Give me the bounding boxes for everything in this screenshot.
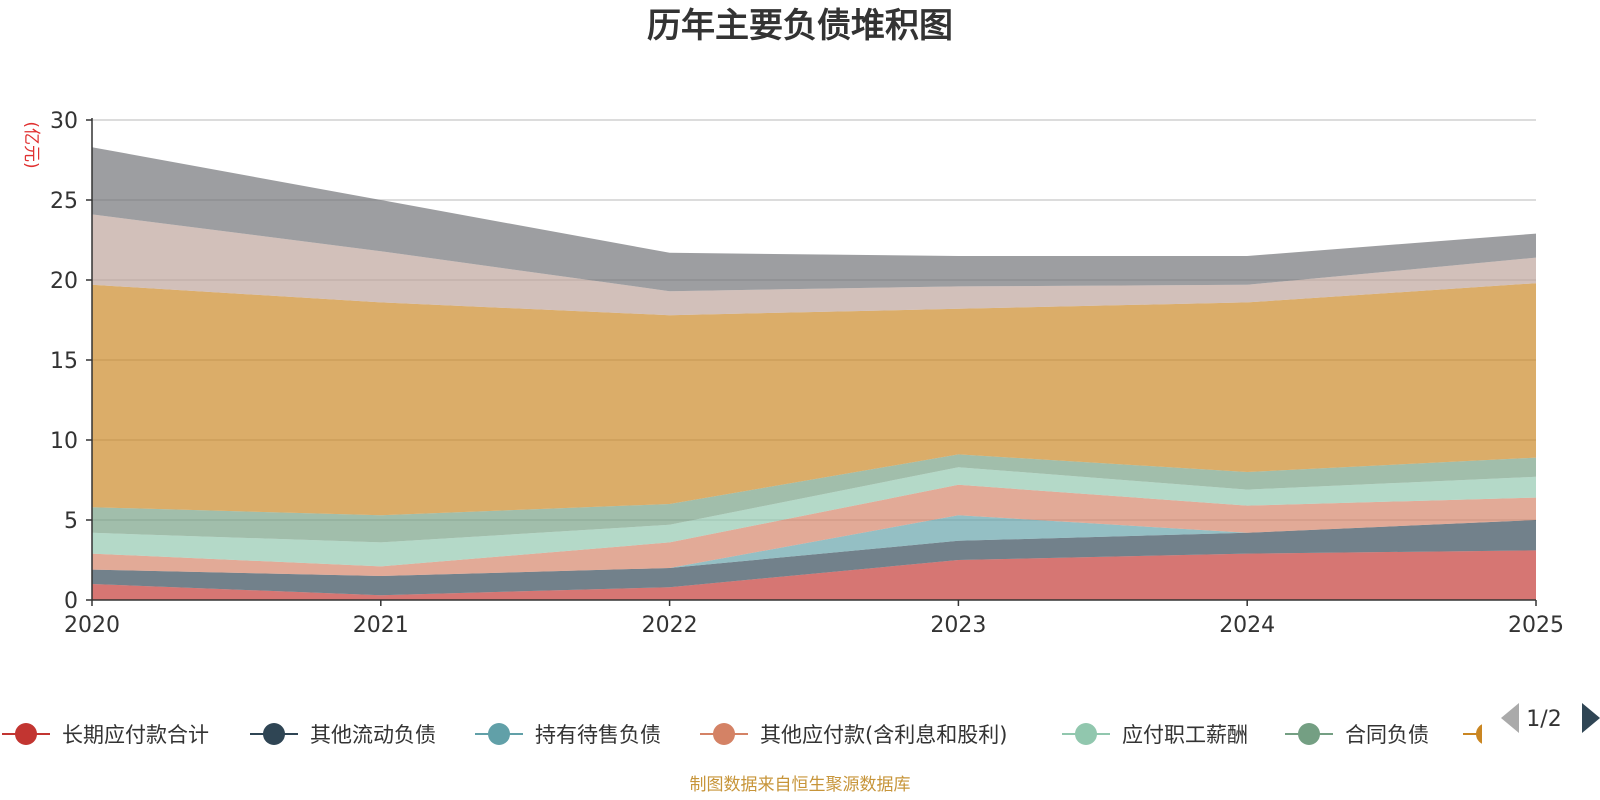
x-axis-ticks: 2020 2021 2022 2023 2024 2025 bbox=[64, 600, 1564, 638]
y-tick-label: 0 bbox=[64, 589, 78, 614]
y-axis-ticks: 0 5 10 15 20 25 30 bbox=[50, 109, 92, 614]
y-tick-label: 20 bbox=[50, 269, 78, 294]
y-tick-label: 15 bbox=[50, 349, 78, 374]
legend: 长期应付款合计 其他流动负债 持有待售负债 其他应付款(含利息和股利) 应付职工薪酬 合同… bbox=[2, 723, 1482, 747]
legend-marker-icon bbox=[263, 723, 285, 745]
y-tick-label: 25 bbox=[50, 189, 78, 214]
legend-item[interactable]: 其他应付款(含利息和股利) bbox=[700, 723, 1007, 747]
area-series-6[interactable] bbox=[92, 283, 1536, 516]
legend-label: 应付职工薪酬 bbox=[1122, 723, 1248, 747]
legend-label: 其他应付款(含利息和股利) bbox=[760, 723, 1007, 747]
x-tick-label: 2021 bbox=[353, 613, 409, 638]
y-axis-unit: (亿元) bbox=[21, 121, 41, 168]
legend-prev-page-icon[interactable] bbox=[1501, 703, 1519, 733]
y-tick-label: 30 bbox=[50, 109, 78, 134]
area-series-8[interactable] bbox=[92, 147, 1536, 292]
legend-marker-icon bbox=[713, 723, 735, 745]
legend-item[interactable]: 其他流动负债 bbox=[250, 723, 436, 747]
area-series-2[interactable] bbox=[92, 515, 1536, 576]
legend-label: 其他流动负债 bbox=[310, 723, 436, 747]
area-series-4[interactable] bbox=[92, 467, 1536, 567]
legend-marker-icon bbox=[1298, 723, 1320, 745]
area-series-0[interactable] bbox=[92, 550, 1536, 600]
x-tick-label: 2024 bbox=[1219, 613, 1275, 638]
data-source-note: 制图数据来自恒生聚源数据库 bbox=[690, 775, 911, 795]
legend-next-page-icon[interactable] bbox=[1582, 703, 1600, 733]
legend-item[interactable]: 合同负债 bbox=[1285, 723, 1429, 747]
legend-pager: 1/2 bbox=[1501, 703, 1600, 733]
legend-label: 长期应付款合计 bbox=[62, 723, 209, 747]
legend-item[interactable]: 应付职工薪酬 bbox=[1062, 723, 1248, 747]
legend-marker-icon bbox=[1476, 724, 1482, 744]
x-tick-label: 2025 bbox=[1508, 613, 1564, 638]
area-series-1[interactable] bbox=[92, 520, 1536, 596]
legend-item-partial bbox=[1463, 724, 1482, 744]
legend-page-indicator: 1/2 bbox=[1526, 707, 1561, 732]
chart-title: 历年主要负债堆积图 bbox=[647, 6, 953, 46]
x-tick-label: 2020 bbox=[64, 613, 120, 638]
legend-label: 合同负债 bbox=[1345, 723, 1429, 747]
area-series-3[interactable] bbox=[92, 484, 1536, 576]
area-series-5[interactable] bbox=[92, 454, 1536, 543]
legend-item[interactable]: 长期应付款合计 bbox=[2, 723, 209, 747]
area-series bbox=[92, 147, 1536, 600]
y-tick-label: 10 bbox=[50, 429, 78, 454]
x-tick-label: 2023 bbox=[930, 613, 986, 638]
legend-marker-icon bbox=[1075, 723, 1097, 745]
legend-marker-icon bbox=[488, 723, 510, 745]
x-tick-label: 2022 bbox=[642, 613, 698, 638]
legend-label: 持有待售负债 bbox=[535, 723, 661, 747]
area-series-7[interactable] bbox=[92, 214, 1536, 316]
legend-item[interactable]: 持有待售负债 bbox=[475, 723, 661, 747]
legend-marker-icon bbox=[15, 723, 37, 745]
y-tick-label: 5 bbox=[64, 509, 78, 534]
